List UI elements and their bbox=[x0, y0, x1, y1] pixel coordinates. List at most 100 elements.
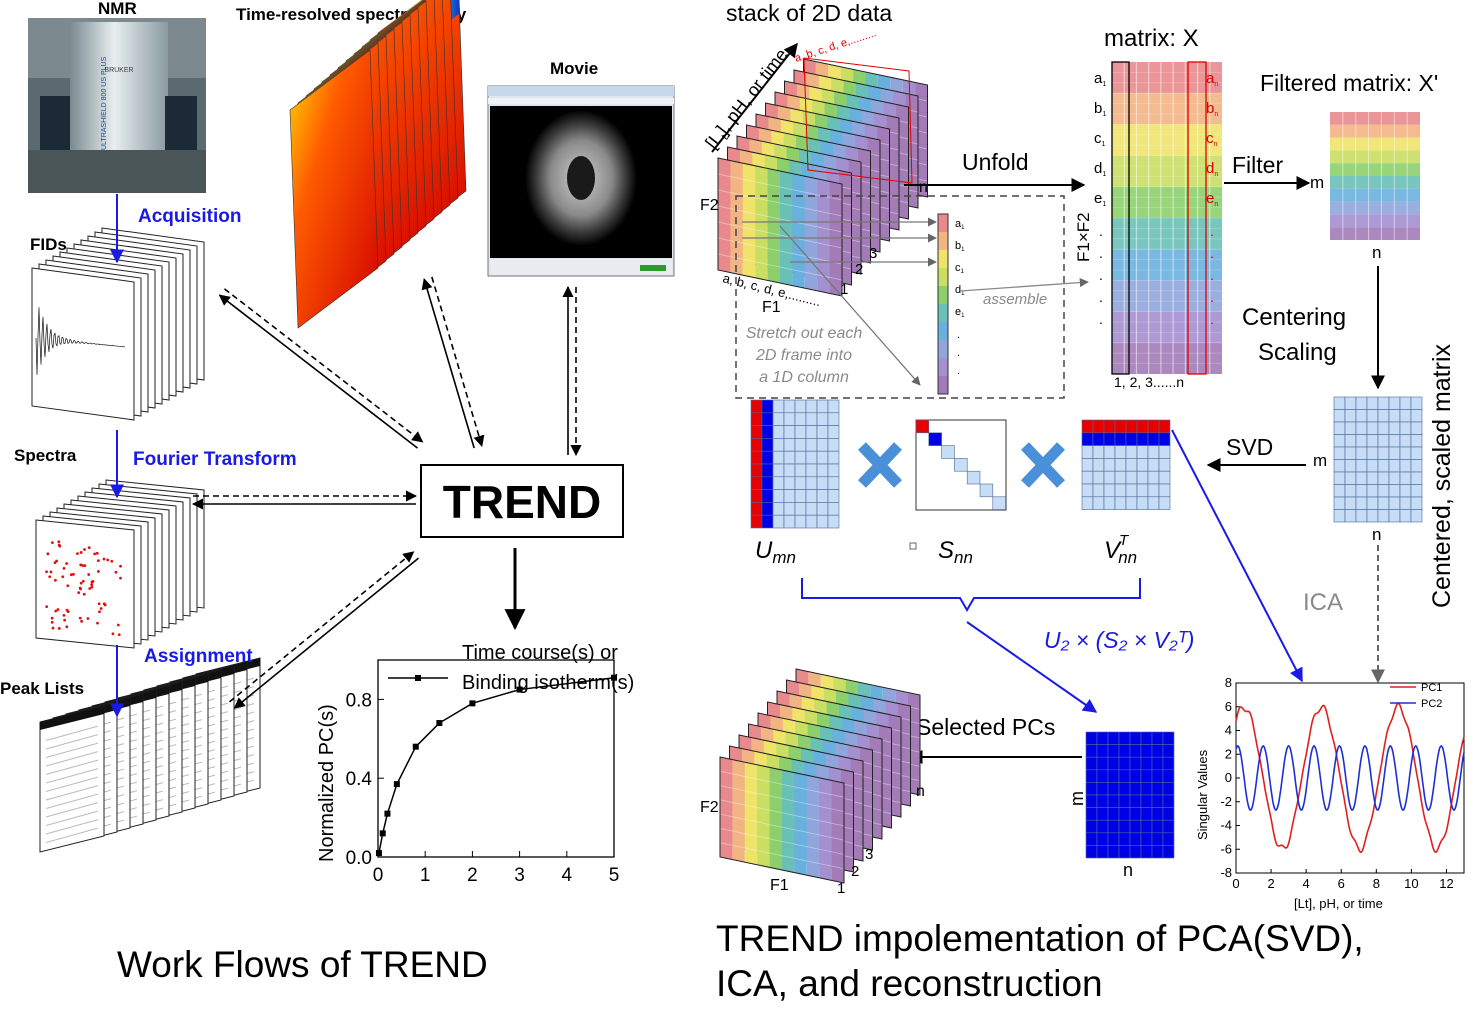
cmatrix-cell bbox=[1410, 446, 1423, 460]
sel-cell bbox=[1129, 819, 1142, 834]
v-cell bbox=[1158, 458, 1171, 472]
v-cell bbox=[1125, 445, 1138, 459]
column-sub: 1 bbox=[961, 269, 965, 275]
peak-dot bbox=[83, 548, 86, 551]
cmatrix-cell bbox=[1399, 434, 1412, 448]
sel-cell bbox=[1107, 756, 1120, 771]
peak-dot bbox=[79, 581, 83, 585]
peak-dot bbox=[88, 587, 92, 590]
u-cell bbox=[772, 399, 785, 414]
sel-cell bbox=[1107, 744, 1120, 758]
band bbox=[780, 171, 793, 286]
plot2-ylabel: Singular Values bbox=[1195, 749, 1210, 840]
row-dot: . bbox=[1099, 223, 1103, 239]
u-cell bbox=[761, 489, 774, 503]
dashed-arrow bbox=[431, 276, 485, 447]
cmatrix-cell bbox=[1399, 396, 1412, 410]
fmatrix-band bbox=[1330, 188, 1420, 202]
matrix-row-band bbox=[1112, 218, 1222, 250]
cmatrix-cell bbox=[1366, 396, 1379, 410]
u-cell bbox=[805, 438, 818, 452]
peak-dot bbox=[82, 592, 86, 596]
spectra-label: Spectra bbox=[14, 446, 77, 465]
band bbox=[732, 759, 745, 863]
peak-dot bbox=[78, 616, 82, 620]
sel-cell bbox=[1151, 769, 1164, 783]
svd-label: SVD bbox=[1226, 434, 1273, 460]
v-cell bbox=[1114, 419, 1127, 434]
u-cell bbox=[761, 425, 774, 439]
sel-cell bbox=[1162, 731, 1175, 745]
sel-cell bbox=[1151, 832, 1164, 846]
plot2-series-pc2 bbox=[1235, 744, 1465, 811]
u-cell bbox=[794, 438, 807, 452]
u-cell bbox=[761, 502, 774, 516]
u-cell bbox=[816, 514, 829, 529]
v-cell bbox=[1125, 419, 1138, 434]
cmatrix-cell bbox=[1333, 446, 1346, 460]
column-segment bbox=[938, 250, 948, 268]
v-cell bbox=[1147, 432, 1160, 446]
plot2-ytick-label: -6 bbox=[1220, 841, 1232, 856]
cmatrix-cell bbox=[1333, 484, 1346, 498]
centering-label: Centering bbox=[1242, 304, 1346, 331]
peak-dot bbox=[79, 551, 83, 554]
plot1-marker bbox=[393, 781, 400, 788]
peak-dot bbox=[117, 633, 121, 637]
page-frame bbox=[35, 519, 135, 649]
u-cell bbox=[761, 514, 774, 529]
v-cell bbox=[1081, 419, 1094, 434]
sel-cell bbox=[1096, 807, 1109, 821]
plot-legend-line2: Binding isotherm(s) bbox=[462, 672, 634, 694]
u-cell bbox=[783, 476, 796, 490]
column-label: e1 bbox=[955, 306, 965, 319]
sel-cell bbox=[1085, 782, 1098, 796]
fourier-label: Fourier Transform bbox=[133, 449, 297, 470]
u-cell bbox=[772, 514, 785, 529]
plot1-xtick-label: 3 bbox=[514, 865, 525, 886]
sel-cell bbox=[1107, 731, 1120, 745]
cmatrix-cell bbox=[1399, 446, 1412, 460]
v-cell bbox=[1114, 445, 1127, 459]
acquisition-label: Acquisition bbox=[138, 206, 241, 227]
v-cell bbox=[1147, 458, 1160, 472]
u-cell bbox=[750, 502, 763, 516]
band bbox=[794, 772, 807, 876]
cmatrix-cell bbox=[1388, 409, 1401, 423]
plot2-xtick-label: 0 bbox=[1232, 876, 1239, 891]
peak-dot bbox=[98, 610, 101, 614]
cmatrix-cell bbox=[1344, 409, 1357, 423]
v-cell bbox=[1103, 419, 1116, 434]
u-cell bbox=[761, 438, 774, 452]
stack-page bbox=[39, 705, 105, 853]
cmatrix-cell bbox=[1377, 421, 1390, 435]
band-texture bbox=[719, 785, 845, 813]
v-cell bbox=[1114, 432, 1127, 446]
cmatrix-cell bbox=[1388, 396, 1401, 410]
centered-n-label: n bbox=[1372, 525, 1381, 544]
peak-dot bbox=[102, 557, 106, 561]
peak-dot bbox=[51, 626, 55, 630]
peak-dot bbox=[114, 570, 118, 574]
peak-dot bbox=[45, 570, 48, 574]
sel-cell bbox=[1118, 845, 1131, 859]
band-texture bbox=[719, 770, 845, 798]
plot2-xtick-label: 12 bbox=[1439, 876, 1453, 891]
cmatrix-cell bbox=[1388, 496, 1401, 510]
plot1-marker bbox=[379, 830, 386, 837]
peak-dot bbox=[56, 608, 60, 611]
dashed-arrow bbox=[223, 288, 424, 443]
u-cell bbox=[772, 489, 785, 503]
f1xf2-label: F1×F2 bbox=[1074, 212, 1093, 262]
sel-cell bbox=[1107, 794, 1120, 808]
nmr-photo: BRUKER ULTRASHIELD 800 US PLUS bbox=[28, 18, 206, 193]
peak-dot bbox=[50, 620, 54, 624]
u-cell bbox=[805, 476, 818, 490]
trs-panel bbox=[289, 49, 379, 329]
plot2-xtick-label: 2 bbox=[1267, 876, 1274, 891]
u-cell bbox=[794, 489, 807, 503]
cmatrix-cell bbox=[1410, 434, 1423, 448]
centered-m-label: m bbox=[1313, 451, 1327, 470]
peak-dot bbox=[110, 559, 114, 563]
